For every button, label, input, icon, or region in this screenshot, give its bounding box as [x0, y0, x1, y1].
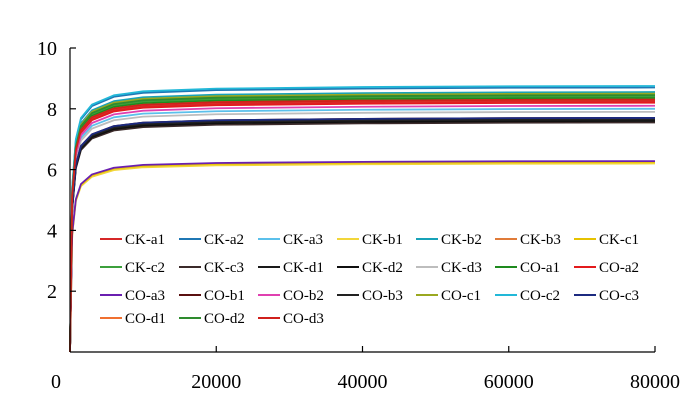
y-tick-label: 4 [47, 220, 57, 242]
legend-label: CK-d3 [441, 260, 482, 276]
legend-label: CK-b2 [441, 232, 482, 248]
legend-label: CO-d2 [204, 311, 245, 327]
x-tick-label: 0 [51, 371, 61, 393]
legend-label: CK-d2 [362, 260, 403, 276]
legend-label: CK-c1 [599, 232, 639, 248]
legend-label: CO-a2 [599, 260, 639, 276]
x-tick-label: 80000 [630, 371, 680, 393]
legend-label: CO-a1 [520, 260, 560, 276]
y-ticks: 2 4 6 8 10 [37, 38, 76, 303]
legend-label: CK-a3 [283, 232, 323, 248]
series-line-co-d3 [69, 98, 656, 353]
legend-label: CK-c2 [125, 260, 165, 276]
legend-label: CO-d1 [125, 311, 166, 327]
plot-lines [69, 85, 656, 353]
legend: CK-a1 CK-a2 CK-a3 CK-b1 CK-b2 CK-b3 CK-c1 CK-c2… [100, 232, 639, 327]
legend-label: CK-b3 [520, 232, 561, 248]
x-tick-label: 40000 [338, 371, 388, 393]
legend-label: CO-d3 [283, 311, 324, 327]
legend-label: CO-c1 [441, 288, 481, 304]
series-line-co-c3 [69, 117, 656, 353]
legend-label: CO-b3 [362, 288, 403, 304]
legend-label: CO-c3 [599, 288, 639, 304]
x-tick-label: 60000 [484, 371, 534, 393]
legend-label: CO-b2 [283, 288, 324, 304]
x-ticks: 0 20000 40000 60000 80000 [51, 346, 680, 393]
y-tick-label: 10 [37, 38, 57, 60]
legend-label: CK-d1 [283, 260, 324, 276]
legend-label: CO-c2 [520, 288, 560, 304]
y-tick-label: 6 [47, 160, 57, 182]
legend-label: CK-b1 [362, 232, 403, 248]
series-line-co-a3 [69, 160, 656, 353]
x-tick-label: 20000 [191, 371, 241, 393]
legend-label: CK-a2 [204, 232, 244, 248]
legend-label: CO-b1 [204, 288, 245, 304]
y-tick-label: 2 [47, 281, 57, 303]
legend-label: CK-c3 [204, 260, 244, 276]
legend-label: CO-a3 [125, 288, 165, 304]
y-tick-label: 8 [47, 99, 57, 121]
legend-label: CK-a1 [125, 232, 165, 248]
